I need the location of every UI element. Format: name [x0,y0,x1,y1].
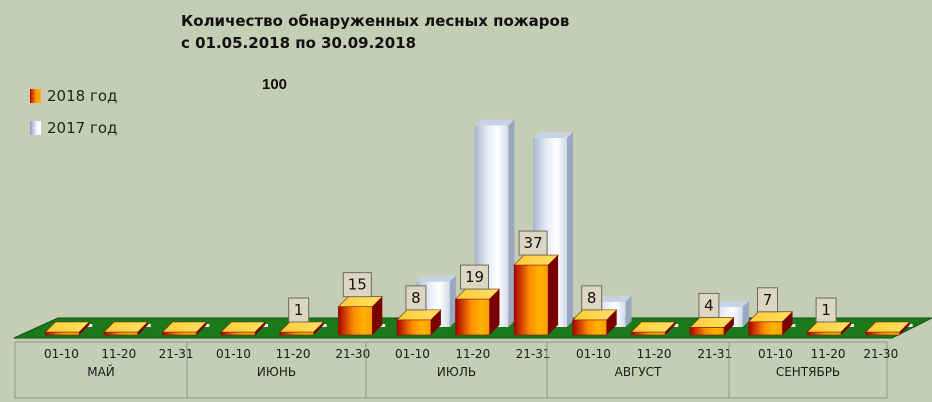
data-label-box [698,292,720,318]
bar-2018-side [841,322,852,335]
x-tick-label: 11-20 [276,347,311,361]
legend-swatch-2018 [30,89,41,103]
chart-title-line-2: с 01.05.2018 по 30.09.2018 [181,34,417,52]
bar-2018-side [489,289,500,335]
data-label: 4 [704,296,714,314]
legend-item-2017: 2017 год [30,112,117,144]
legend-label-2018: 2018 год [47,87,118,105]
bar-2018 [630,331,666,336]
data-label: 1 [294,301,304,319]
x-group-label: АВГУСТ [615,365,662,379]
bar-2017-side [567,132,574,327]
x-tick-label: 01-10 [216,347,251,361]
data-label: 8 [587,289,597,307]
bar-2018 [689,327,725,336]
data-label: 1 [821,301,831,319]
data-label-box [342,272,372,298]
data-label-box [757,287,778,313]
bar-2018-side [372,296,383,335]
x-tick-label: 11-20 [637,347,672,361]
x-tick-label: 11-20 [101,347,136,361]
x-tick-label: 21-30 [335,347,370,361]
legend-swatch-2017 [30,121,41,135]
bar-2018-side [430,309,441,335]
data-label-box [288,297,310,323]
data-label-box [405,285,427,311]
bar-2018-side [255,322,266,335]
data-label: 19 [465,268,484,286]
bar-2018 [865,331,901,336]
x-tick-label: 11-20 [455,347,490,361]
x-tick-label: 01-10 [758,347,793,361]
bar-2017-side [742,300,749,327]
x-group-label: СЕНТЯБРЬ [776,365,840,379]
bar-2018 [455,298,490,336]
x-group-label: ИЮЛЬ [437,365,476,379]
bar-2018-side [137,322,148,335]
bar-2018-side [665,322,676,335]
data-label-box [460,264,489,290]
bar-2017-side [625,295,632,327]
bar-2018-side [606,309,617,335]
legend-label-2017: 2017 год [47,119,118,137]
bar-2018 [337,306,373,336]
bar-2017-side [449,275,456,327]
x-tick-label: 01-10 [576,347,611,361]
bar-2018-side [79,322,90,335]
x-tick-label: 21-30 [863,347,898,361]
x-tick-label: 21-31 [697,347,732,361]
legend-item-2018: 2018 год [30,80,117,112]
annotation-label: 100 [262,76,288,93]
bar-2018-side [313,322,324,335]
bar-2018 [279,331,315,336]
bar-2018-side [899,322,910,335]
bar-2018 [513,264,549,336]
x-group-label: ИЮНЬ [257,365,296,379]
bar-2018 [103,331,139,336]
axis-table [14,341,888,399]
bar-2018 [162,331,197,336]
bar-2018 [220,331,256,336]
legend: 2018 год 2017 год [30,80,117,144]
bar-2017-top [533,132,574,138]
data-label: 37 [524,234,543,252]
x-tick-label: 21-31 [516,347,551,361]
data-label: 8 [411,289,421,307]
x-tick-label: 21-31 [159,347,194,361]
bar-2018 [806,331,842,336]
data-label: 7 [763,291,773,309]
x-tick-label: 01-10 [44,347,79,361]
bar-2018 [572,319,608,336]
data-label-box [815,297,837,323]
chart-title: Количество обнаруженных лесных пожаров с… [181,10,569,54]
bar-2018 [396,319,432,336]
bar-2018-side [548,255,559,335]
bar-2017-side [508,119,515,328]
chart-title-line-1: Количество обнаруженных лесных пожаров [181,12,570,30]
bar-2018-side [782,311,793,335]
data-label-box [581,285,603,311]
x-group-label: МАЙ [87,364,115,379]
data-label-box [518,230,548,256]
bar-2018 [748,321,783,336]
bar-2018-side [196,322,207,335]
bar-2017-top [415,275,456,282]
bar-2018-side [723,317,734,335]
x-tick-label: 11-20 [811,347,846,361]
bar-2017-top [474,119,515,126]
x-tick-label: 01-10 [395,347,430,361]
data-label: 15 [348,276,367,294]
bar-2018 [44,331,80,336]
